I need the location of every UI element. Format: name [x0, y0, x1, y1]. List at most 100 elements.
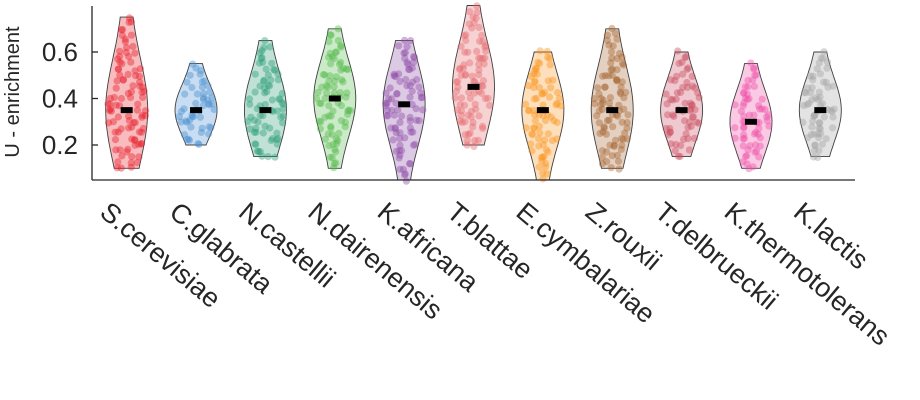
data-point [745, 111, 754, 119]
data-point [811, 111, 819, 119]
data-point [618, 59, 627, 67]
data-point [125, 124, 133, 132]
data-point [597, 94, 605, 103]
data-point [116, 71, 124, 79]
data-point [800, 102, 808, 110]
violin-T.delbrueckii [660, 51, 704, 158]
data-point [392, 129, 400, 137]
data-point [330, 89, 338, 97]
data-point [804, 134, 812, 142]
data-point [533, 94, 541, 102]
data-point [620, 61, 628, 69]
data-point [205, 123, 213, 131]
data-point [541, 136, 549, 144]
data-point [743, 160, 751, 168]
data-point [400, 36, 409, 45]
data-point [458, 118, 466, 126]
data-point [546, 61, 554, 69]
data-point [470, 89, 479, 97]
data-point [312, 94, 321, 102]
data-point [197, 67, 205, 75]
data-point [259, 112, 267, 120]
data-point [412, 105, 420, 113]
data-point [608, 152, 616, 160]
data-point [273, 107, 281, 115]
data-point [812, 94, 820, 102]
data-point [553, 118, 561, 127]
data-point [764, 111, 773, 119]
data-point [466, 8, 474, 16]
data-point [246, 100, 254, 108]
data-point [113, 164, 121, 172]
data-point [810, 146, 819, 154]
data-point [609, 123, 617, 131]
median-marker [259, 107, 272, 114]
data-point [409, 141, 418, 149]
data-point [807, 89, 815, 97]
data-point [534, 58, 542, 66]
data-point [204, 82, 212, 90]
data-point [261, 37, 269, 45]
data-point [396, 129, 404, 137]
data-point [750, 64, 758, 72]
data-point [544, 130, 552, 138]
data-point [751, 148, 759, 156]
data-point [142, 107, 150, 115]
data-point [114, 55, 122, 63]
data-point [608, 54, 616, 62]
data-point [522, 100, 530, 108]
data-point [750, 65, 758, 73]
data-point [415, 117, 423, 125]
data-point [462, 36, 470, 45]
data-point [326, 49, 334, 57]
data-point [666, 128, 674, 137]
data-point [536, 47, 544, 55]
data-point [741, 83, 750, 91]
violin-points [244, 37, 288, 161]
data-point [830, 105, 838, 113]
data-point [401, 170, 409, 178]
data-point [106, 94, 114, 102]
data-point [129, 42, 137, 51]
data-point [615, 101, 623, 109]
data-point [465, 88, 473, 96]
data-point [271, 153, 279, 161]
data-point [684, 64, 692, 72]
data-point [325, 112, 333, 120]
data-point [205, 130, 213, 138]
data-point [403, 43, 411, 51]
data-point [196, 113, 204, 121]
data-point [415, 83, 423, 91]
data-point [538, 89, 546, 98]
data-point [529, 131, 537, 139]
data-point [546, 54, 554, 62]
data-point [609, 42, 617, 50]
data-point [401, 54, 409, 63]
data-point [122, 48, 130, 57]
data-point [683, 65, 691, 73]
data-point [456, 65, 464, 73]
data-point [749, 163, 757, 171]
data-point [547, 113, 555, 121]
data-point [467, 113, 475, 121]
data-point [395, 42, 403, 50]
data-point [325, 53, 333, 61]
data-point [392, 99, 400, 107]
data-point [681, 54, 689, 62]
data-point [603, 31, 612, 39]
data-point [457, 94, 466, 102]
data-point [273, 136, 281, 144]
data-point [691, 84, 699, 92]
data-point [385, 95, 393, 103]
data-point [199, 94, 207, 102]
data-point [453, 106, 461, 114]
data-point [410, 53, 418, 61]
data-point [763, 113, 771, 121]
data-point [125, 52, 133, 61]
data-point [744, 76, 752, 84]
data-point [815, 147, 823, 155]
data-point [473, 47, 481, 56]
data-point [117, 94, 126, 103]
data-point [254, 118, 262, 126]
data-point [530, 83, 538, 91]
